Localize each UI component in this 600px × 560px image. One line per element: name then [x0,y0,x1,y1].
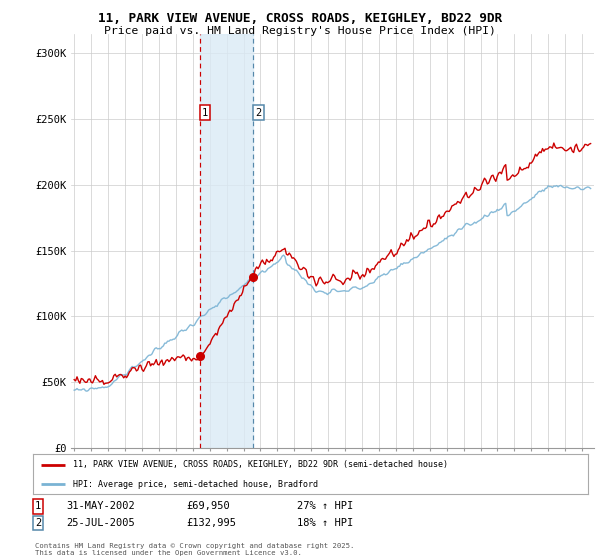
Text: 2: 2 [255,108,262,118]
Text: 2: 2 [35,518,41,528]
Text: Contains HM Land Registry data © Crown copyright and database right 2025.
This d: Contains HM Land Registry data © Crown c… [35,543,354,556]
Text: 31-MAY-2002: 31-MAY-2002 [66,501,135,511]
Text: 11, PARK VIEW AVENUE, CROSS ROADS, KEIGHLEY, BD22 9DR (semi-detached house): 11, PARK VIEW AVENUE, CROSS ROADS, KEIGH… [73,460,448,469]
Text: HPI: Average price, semi-detached house, Bradford: HPI: Average price, semi-detached house,… [73,480,318,489]
Text: £69,950: £69,950 [186,501,230,511]
Text: 18% ↑ HPI: 18% ↑ HPI [297,518,353,528]
Text: 1: 1 [35,501,41,511]
Bar [200,34,253,448]
Text: Price paid vs. HM Land Registry's House Price Index (HPI): Price paid vs. HM Land Registry's House … [104,26,496,36]
Text: £132,995: £132,995 [186,518,236,528]
Text: 1: 1 [202,108,208,118]
Text: 11, PARK VIEW AVENUE, CROSS ROADS, KEIGHLEY, BD22 9DR: 11, PARK VIEW AVENUE, CROSS ROADS, KEIGH… [98,12,502,25]
Text: 25-JUL-2005: 25-JUL-2005 [66,518,135,528]
Text: 27% ↑ HPI: 27% ↑ HPI [297,501,353,511]
